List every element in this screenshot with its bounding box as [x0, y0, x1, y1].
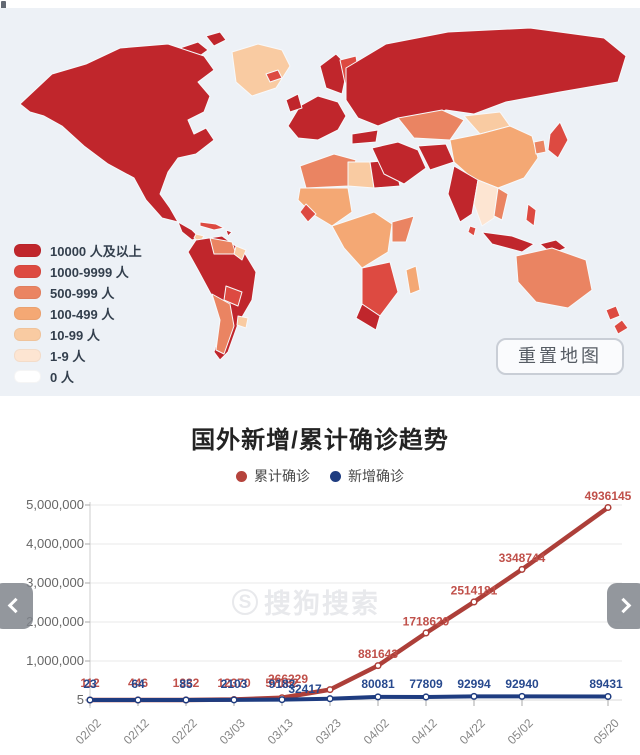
chart-legend-item[interactable]: 新增确诊 [330, 466, 404, 486]
chevron-left-icon [7, 597, 24, 614]
legend-label: 10-99 人 [50, 328, 100, 343]
svg-text:92940: 92940 [505, 677, 539, 691]
legend-label: 1000-9999 人 [50, 265, 129, 280]
legend-swatch-icon [14, 244, 41, 257]
prev-chart-button[interactable] [0, 583, 33, 629]
chart-legend-item[interactable]: 累计确诊 [236, 466, 310, 486]
svg-text:446: 446 [128, 676, 148, 690]
svg-text:80081: 80081 [361, 677, 395, 691]
y-axis-tick-label: 2,000,000 [26, 614, 84, 629]
legend-swatch-icon [14, 265, 41, 278]
svg-text:12370: 12370 [217, 676, 251, 690]
chart-title: 国外新增/累计确诊趋势 [191, 427, 449, 454]
svg-text:85: 85 [179, 677, 193, 691]
y-axis-tick-label: 3,000,000 [26, 575, 84, 590]
map-legend-item: 0 人 [14, 366, 142, 387]
reset-map-button[interactable]: 重置地图 [496, 338, 624, 375]
legend-swatch-icon [14, 328, 41, 341]
legend-swatch-icon [14, 307, 41, 320]
y-axis-tick-label: 1,000,000 [26, 653, 84, 668]
y-axis-tick-label: 4,000,000 [26, 536, 84, 551]
legend-label: 1-9 人 [50, 349, 86, 364]
legend-label: 100-499 人 [50, 307, 115, 322]
map-legend: 10000 人及以上 1000-9999 人 500-999 人 100-499 人 1… [14, 240, 142, 387]
screen-edge-artifact [1, 1, 6, 9]
series-name: 新增确诊 [348, 468, 404, 484]
svg-text:9182: 9182 [269, 677, 296, 691]
svg-text:1718629: 1718629 [403, 614, 450, 628]
map-legend-item: 500-999 人 [14, 282, 142, 303]
map-legend-item: 1000-9999 人 [14, 261, 142, 282]
svg-text:4936145: 4936145 [585, 490, 632, 503]
series-dot-icon [236, 470, 247, 482]
svg-text:112: 112 [80, 676, 100, 690]
legend-label: 500-999 人 [50, 286, 115, 301]
svg-text:89431: 89431 [589, 677, 623, 691]
chevron-right-icon [615, 597, 632, 614]
svg-text:3348744: 3348744 [499, 551, 546, 565]
legend-swatch-icon [14, 286, 41, 299]
y-axis-tick-label: 5 [76, 692, 84, 707]
map-legend-item: 1-9 人 [14, 345, 142, 366]
series-dot-icon [330, 470, 341, 482]
y-axis-tick-label: 5,000,000 [26, 497, 84, 512]
legend-label: 10000 人及以上 [50, 244, 142, 259]
series-name: 累计确诊 [254, 468, 310, 484]
svg-text:64: 64 [131, 677, 145, 691]
world-map-section: 10000 人及以上 1000-9999 人 500-999 人 100-499 人 1… [0, 8, 640, 396]
svg-text:92994: 92994 [457, 677, 491, 691]
chart-legend: 累计确诊 新增确诊 [0, 466, 640, 486]
legend-swatch-icon [14, 370, 41, 383]
svg-text:266229: 266229 [268, 672, 308, 686]
svg-text:23: 23 [83, 677, 97, 691]
map-legend-item: 100-499 人 [14, 303, 142, 324]
svg-text:77809: 77809 [409, 677, 443, 691]
svg-text:2103: 2103 [221, 677, 248, 691]
legend-label: 0 人 [50, 370, 74, 385]
svg-text:32417: 32417 [288, 682, 322, 696]
next-chart-button[interactable] [607, 583, 640, 629]
svg-text:1332: 1332 [173, 676, 200, 690]
world-map[interactable] [0, 8, 640, 396]
svg-text:2514181: 2514181 [451, 583, 498, 597]
svg-text:881643: 881643 [358, 647, 398, 661]
map-legend-item: 10000 人及以上 [14, 240, 142, 261]
map-legend-item: 10-99 人 [14, 324, 142, 345]
svg-text:57182: 57182 [265, 676, 299, 690]
legend-swatch-icon [14, 349, 41, 362]
